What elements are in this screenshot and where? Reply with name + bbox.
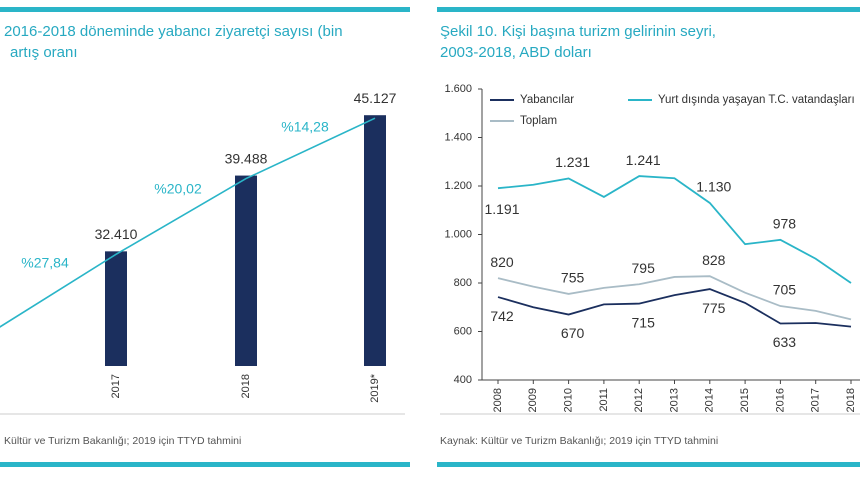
- x-tick-label: 2009: [527, 388, 539, 412]
- legend-label: Yabancılar: [520, 94, 574, 106]
- legend-label: Toplam: [520, 115, 557, 127]
- y-tick-label: 600: [454, 325, 472, 337]
- value-label: 45.127: [354, 90, 397, 106]
- x-tick-label: 2017: [110, 374, 122, 398]
- value-label: 795: [632, 260, 656, 276]
- line: [497, 288, 852, 328]
- y-tick-label: 800: [454, 277, 472, 289]
- line: [497, 275, 852, 321]
- x-tick-label: 2018: [240, 374, 252, 398]
- value-label: 742: [490, 308, 514, 324]
- chart-title: 2003-2018, ABD doları: [440, 44, 592, 61]
- value-label: 1.241: [626, 152, 661, 168]
- value-label: 828: [702, 252, 726, 268]
- legend-label: Yurt dışında yaşayan T.C. vatandaşları: [658, 94, 855, 106]
- value-label: 39.488: [225, 150, 268, 166]
- source: Kültür ve Turizm Bakanlığı; 2019 için TT…: [4, 435, 241, 447]
- source: Kaynak: Kültür ve Turizm Bakanlığı; 2019…: [440, 435, 718, 447]
- bar: [235, 175, 257, 366]
- growth-label: %27,84: [21, 255, 69, 271]
- chart-title: artış oranı: [10, 44, 78, 61]
- value-label: 775: [702, 300, 726, 316]
- value-label: 1.130: [696, 179, 731, 195]
- y-tick-label: 1.000: [444, 228, 472, 240]
- x-tick-label: 2016: [774, 388, 786, 412]
- bottom-rule: [437, 462, 860, 467]
- value-label: 670: [561, 325, 585, 341]
- top-rule: [437, 7, 860, 12]
- x-tick-label: 2014: [704, 388, 716, 412]
- bar: [105, 251, 127, 366]
- chart-title: Şekil 10. Kişi başına turizm gelirinin s…: [440, 23, 716, 40]
- value-label: 1.191: [484, 201, 519, 217]
- bar: [364, 115, 386, 366]
- value-label: 715: [632, 314, 656, 330]
- y-tick-label: 1.400: [444, 131, 472, 143]
- growth-label: %14,28: [281, 119, 329, 135]
- bottom-rule: [0, 462, 410, 467]
- x-tick-label: 2017: [810, 388, 822, 412]
- y-tick-label: 400: [454, 374, 472, 386]
- growth-label: %20,02: [154, 181, 202, 197]
- x-tick-label: 2013: [668, 388, 680, 412]
- value-label: 32.410: [95, 226, 138, 242]
- x-tick-label: 2018: [845, 388, 857, 412]
- x-tick-label: 2015: [739, 388, 751, 412]
- value-label: 705: [773, 282, 797, 298]
- x-tick-label: 2012: [633, 388, 645, 412]
- trend-line: [0, 117, 376, 328]
- x-tick-label: 2010: [563, 388, 575, 412]
- value-label: 755: [561, 270, 585, 286]
- top-rule: [0, 7, 410, 12]
- chart-title: 2016-2018 döneminde yabancı ziyaretçi sa…: [4, 23, 343, 40]
- value-label: 633: [773, 334, 797, 350]
- y-tick-label: 1.600: [444, 83, 472, 95]
- value-label: 1.231: [555, 154, 590, 170]
- x-tick-label: 2011: [598, 388, 610, 412]
- y-tick-label: 1.200: [444, 180, 472, 192]
- value-label: 978: [773, 216, 797, 232]
- x-tick-label: 2019*: [369, 373, 381, 402]
- value-label: 820: [490, 254, 514, 270]
- line: [497, 175, 852, 284]
- x-tick-label: 2008: [492, 388, 504, 412]
